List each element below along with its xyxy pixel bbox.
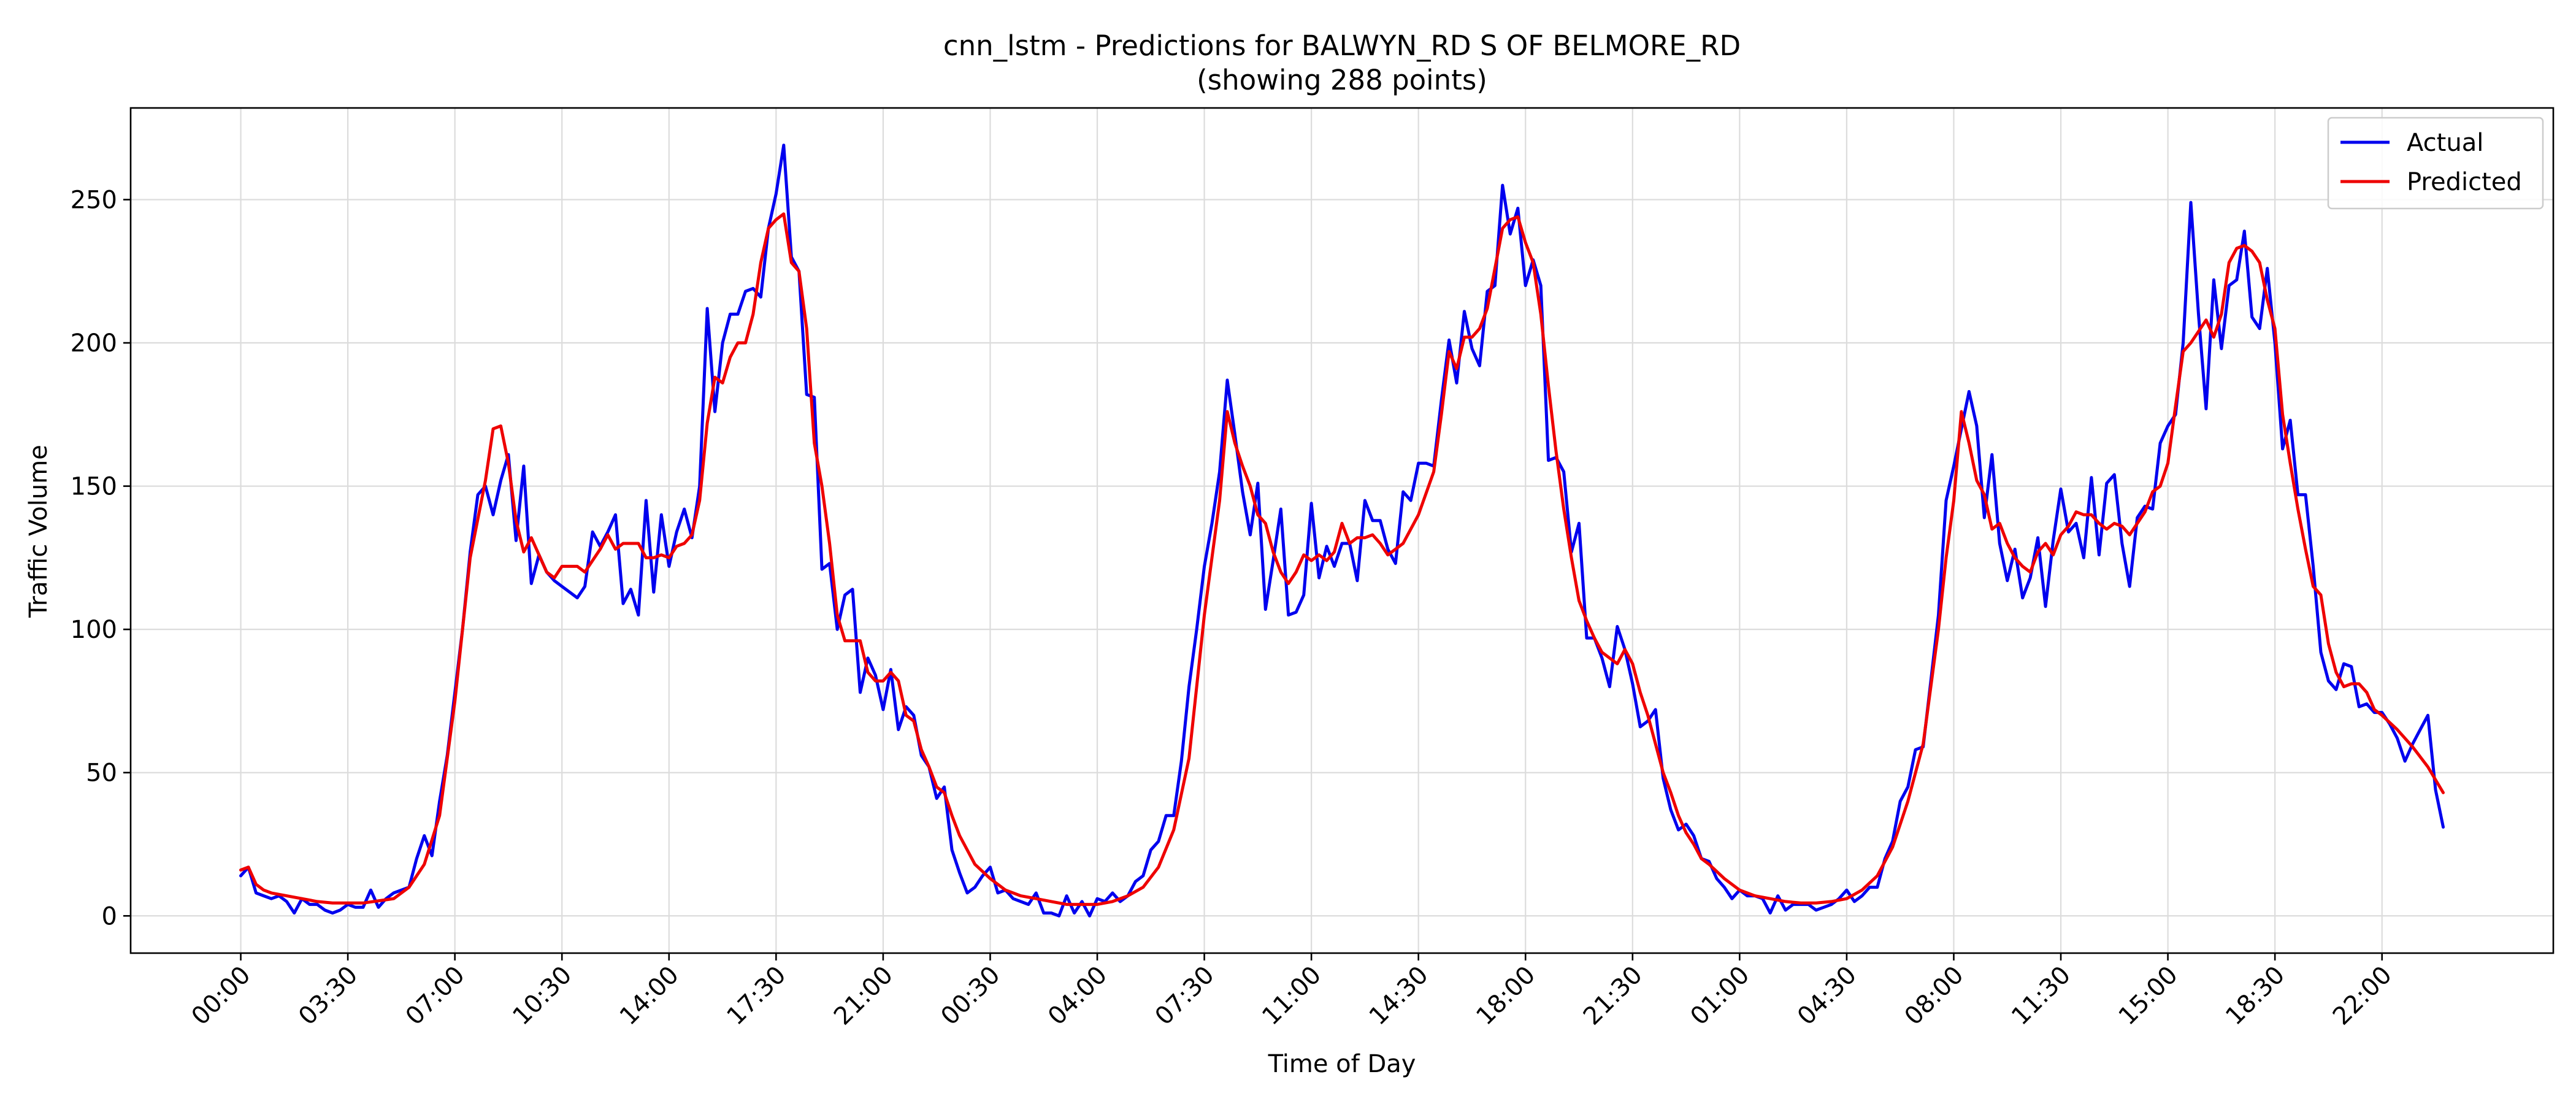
x-tick-label: 04:30	[1792, 961, 1862, 1031]
plot-frame	[129, 107, 2555, 954]
x-tick-label: 14:30	[1364, 961, 1434, 1031]
x-tick-label: 00:00	[186, 961, 256, 1031]
y-tick-label: 0	[102, 902, 117, 930]
series-line-predicted	[239, 212, 2445, 907]
x-axis-label: Time of Day	[1268, 1050, 1416, 1078]
y-tick-label: 100	[71, 616, 117, 644]
x-tick-label: 03:30	[293, 961, 363, 1031]
legend: Actual Predicted	[2327, 117, 2544, 210]
legend-label-actual: Actual	[2407, 129, 2483, 157]
x-tick-label: 21:30	[1578, 961, 1648, 1031]
x-tick-label: 07:30	[1150, 961, 1220, 1031]
y-axis-label: Traffic Volume	[25, 445, 53, 618]
y-tick-label: 250	[71, 186, 117, 214]
x-tick-label: 22:00	[2328, 961, 2398, 1031]
chart-title: cnn_lstm - Predictions for BALWYN_RD S O…	[943, 29, 1741, 62]
grid	[131, 108, 2553, 953]
x-tick-label: 18:30	[2220, 961, 2290, 1031]
x-tick-label: 07:00	[401, 961, 470, 1031]
chart-subtitle: (showing 288 points)	[1197, 64, 1487, 96]
x-tick-label: 17:30	[721, 961, 791, 1031]
x-tick-label: 01:00	[1685, 961, 1755, 1031]
x-tick-label: 08:00	[1899, 961, 1969, 1031]
x-axis: 00:00 03:30 07:00 10:30 14:00 17:30 21:00 00:30…	[186, 953, 2398, 1031]
y-axis: 0 50 100 150 200 250	[71, 186, 131, 930]
x-tick-label: 04:00	[1043, 961, 1113, 1031]
x-tick-label: 00:30	[935, 961, 1005, 1031]
x-tick-label: 11:30	[2006, 961, 2076, 1031]
x-tick-label: 18:00	[1471, 961, 1541, 1031]
x-tick-label: 21:00	[829, 961, 899, 1031]
y-tick-label: 50	[86, 759, 117, 788]
y-tick-label: 150	[71, 473, 117, 501]
x-tick-label: 14:00	[615, 961, 684, 1031]
legend-box	[2327, 117, 2544, 210]
x-tick-label: 10:30	[507, 961, 577, 1031]
y-tick-label: 200	[71, 329, 117, 358]
x-tick-label: 15:00	[2114, 961, 2183, 1031]
x-tick-label: 11:00	[1257, 961, 1327, 1031]
legend-label-predicted: Predicted	[2407, 168, 2522, 196]
series-layer	[239, 144, 2445, 918]
series-line-actual	[239, 144, 2445, 918]
